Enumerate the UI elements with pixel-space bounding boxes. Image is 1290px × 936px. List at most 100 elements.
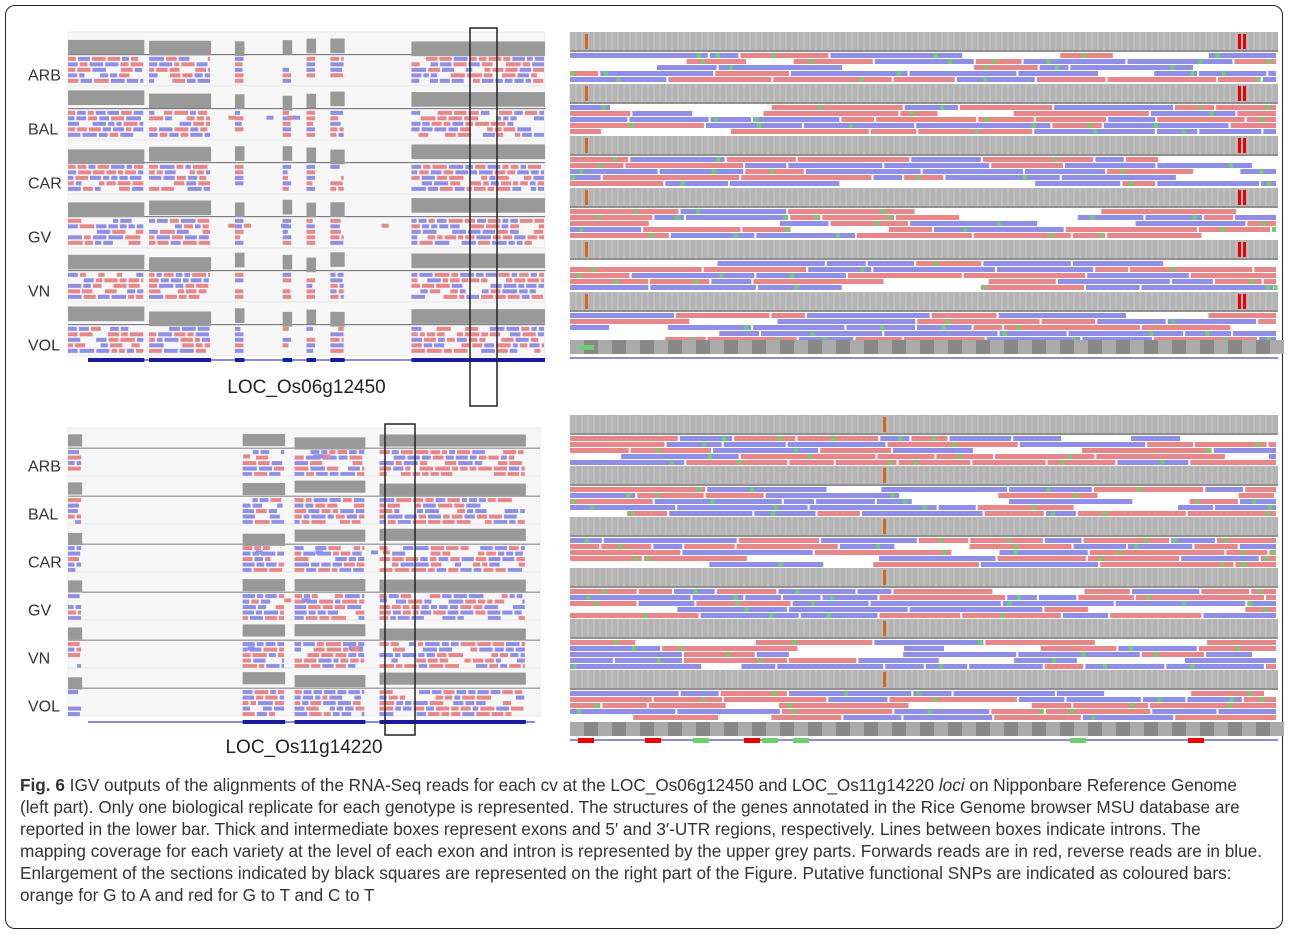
read xyxy=(570,640,635,645)
read xyxy=(911,157,981,162)
read-mismatch xyxy=(1223,538,1227,543)
read xyxy=(539,235,544,239)
read-mismatch xyxy=(815,215,819,220)
read xyxy=(338,187,343,191)
read xyxy=(344,563,355,567)
read xyxy=(804,123,914,128)
coverage xyxy=(68,255,144,270)
read xyxy=(265,616,277,620)
read xyxy=(105,62,118,66)
snp-marker xyxy=(585,190,588,205)
read xyxy=(166,57,177,61)
read xyxy=(515,133,520,137)
read xyxy=(756,233,855,238)
read xyxy=(68,284,81,288)
read xyxy=(149,79,154,83)
read xyxy=(208,57,210,61)
read xyxy=(330,73,343,77)
reference-seq xyxy=(724,722,738,736)
read-mismatch xyxy=(1262,221,1266,226)
read-mismatch xyxy=(1130,181,1134,186)
read xyxy=(488,456,498,460)
read xyxy=(1095,157,1123,162)
read xyxy=(243,467,257,471)
read-mismatch xyxy=(629,511,633,516)
read xyxy=(295,690,302,694)
read xyxy=(283,122,291,126)
read xyxy=(978,505,1074,510)
read xyxy=(884,331,997,336)
read xyxy=(514,235,525,239)
read-mismatch xyxy=(992,59,996,64)
read xyxy=(255,520,270,524)
read xyxy=(1157,129,1197,134)
read-mismatch xyxy=(1205,331,1209,336)
read xyxy=(538,187,544,191)
read xyxy=(1078,511,1186,516)
read xyxy=(437,219,447,223)
read xyxy=(330,57,339,61)
read xyxy=(460,605,471,609)
read xyxy=(235,62,242,66)
read xyxy=(1191,691,1264,696)
read xyxy=(430,594,441,598)
read xyxy=(140,122,144,126)
read xyxy=(127,79,138,83)
read xyxy=(442,552,450,556)
read xyxy=(258,461,269,465)
read xyxy=(630,157,725,162)
read xyxy=(422,456,431,460)
read xyxy=(570,111,630,116)
read xyxy=(1110,613,1201,618)
read xyxy=(873,562,979,567)
read xyxy=(401,472,411,476)
read xyxy=(470,456,477,460)
read xyxy=(570,442,665,447)
read xyxy=(208,68,210,72)
read-mismatch xyxy=(571,175,575,180)
read-mismatch xyxy=(770,169,774,174)
read xyxy=(253,653,267,657)
read xyxy=(235,289,243,293)
read xyxy=(1142,285,1273,290)
read-mismatch xyxy=(774,505,778,510)
read xyxy=(467,187,472,191)
read-mismatch xyxy=(595,601,599,606)
read xyxy=(188,176,197,180)
read xyxy=(68,515,75,519)
read xyxy=(342,600,357,604)
read xyxy=(1009,499,1132,504)
snp-marker xyxy=(1238,86,1241,101)
coverage xyxy=(411,144,545,159)
read xyxy=(307,111,316,115)
read xyxy=(283,327,289,331)
snp-marker xyxy=(1238,242,1241,257)
read xyxy=(96,338,106,342)
read-mismatch xyxy=(716,157,720,162)
read xyxy=(171,278,181,282)
read xyxy=(235,176,244,180)
read xyxy=(1185,658,1276,663)
read xyxy=(411,62,419,66)
read xyxy=(68,241,83,245)
read xyxy=(330,122,340,126)
read xyxy=(362,712,365,716)
read xyxy=(111,79,125,83)
read xyxy=(447,338,455,342)
read xyxy=(112,230,125,234)
read xyxy=(283,68,289,72)
read xyxy=(538,284,544,288)
read xyxy=(515,690,522,694)
read xyxy=(330,338,339,342)
read-mismatch xyxy=(722,436,726,441)
read xyxy=(266,116,273,120)
read xyxy=(877,454,934,459)
read xyxy=(330,116,338,120)
reference-seq xyxy=(822,340,836,354)
read xyxy=(858,658,938,663)
read xyxy=(191,278,202,282)
read xyxy=(498,461,507,465)
read xyxy=(1018,71,1098,76)
read xyxy=(235,181,244,185)
read xyxy=(632,273,755,278)
